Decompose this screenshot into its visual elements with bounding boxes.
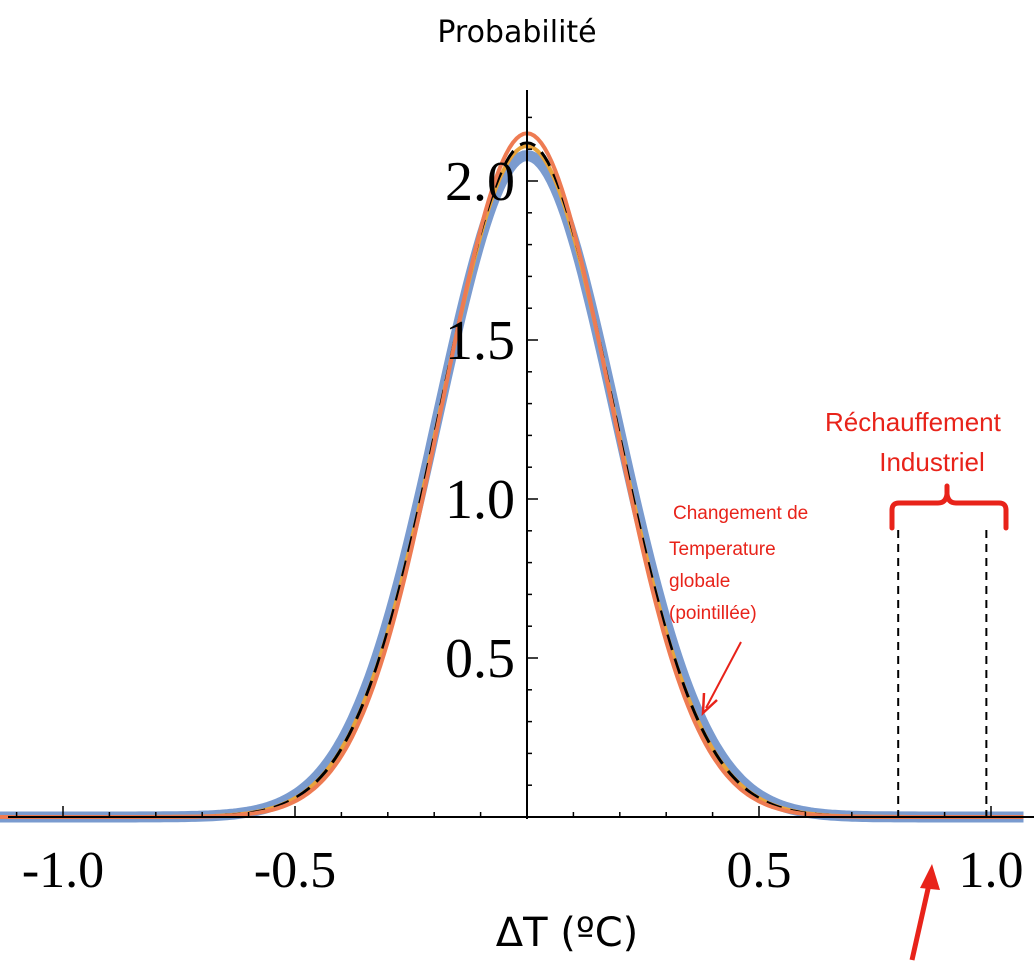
industrial-warming-annotation: Réchauffement Industriel [825, 407, 1009, 961]
ticks-group: -1.0 -0.5 0.5 1.0 0.5 1.0 1.5 2.0 [15, 116, 1024, 899]
x-tick-label: -1.0 [22, 842, 104, 899]
warming-lines-group [897, 530, 988, 817]
global-change-arrow [701, 641, 742, 717]
global-change-annotation: Changement de Temperature globale (point… [669, 503, 808, 717]
industrial-warming-arrow [909, 864, 940, 961]
global-change-line-2: Temperature [669, 539, 776, 560]
industrial-warming-line-1: Réchauffement [825, 407, 1002, 437]
chart-title: Probabilité [437, 15, 596, 50]
y-tick-label: 0.5 [445, 628, 515, 690]
y-tick-label: 1.0 [445, 469, 515, 531]
x-tick-label: 1.0 [959, 842, 1024, 899]
x-tick-label: -0.5 [254, 842, 336, 899]
y-tick-label: 1.5 [445, 310, 515, 372]
global-change-line-3: globale [669, 571, 730, 592]
industrial-warming-brace [889, 483, 1009, 531]
industrial-warming-line-2: Industriel [879, 447, 985, 477]
x-tick-label: 0.5 [727, 842, 792, 899]
global-change-line-1: Changement de [673, 503, 808, 524]
x-axis-label: ΔT (ºC) [496, 910, 639, 956]
axes-group [8, 90, 1034, 819]
y-tick-label: 2.0 [445, 151, 515, 213]
global-change-line-4: (pointillée) [669, 603, 757, 624]
